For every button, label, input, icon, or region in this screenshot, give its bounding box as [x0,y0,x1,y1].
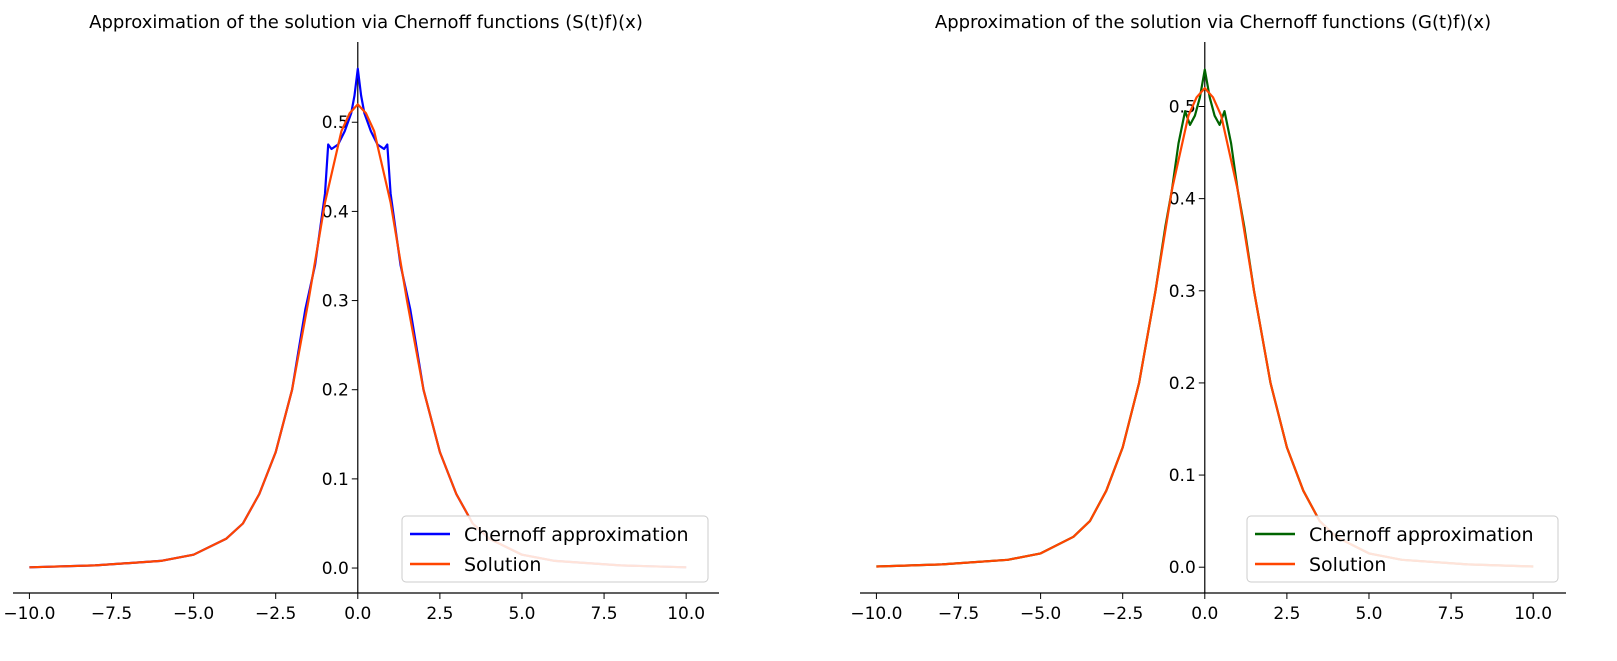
x-tick-label: 7.5 [591,604,618,624]
x-tick-label: −5.0 [1020,604,1061,624]
x-tick-label: −7.5 [938,604,979,624]
x-tick-label: 5.0 [508,604,535,624]
x-tick-label: 10.0 [1514,604,1552,624]
legend-box [401,515,709,583]
chart-title: Approximation of the solution via Cherno… [935,12,1491,33]
y-tick-label: 0.1 [322,470,349,490]
x-tick-label: −10.0 [3,604,55,624]
chart-title: Approximation of the solution via Cherno… [89,12,643,33]
x-tick-label: 7.5 [1438,604,1465,624]
legend-label: Solution [464,554,541,576]
x-tick-label: 2.5 [1273,604,1300,624]
chart-panel-s: Approximation of the solution via Cherno… [3,12,719,624]
y-tick-label: 0.2 [322,381,349,401]
chart-panel-g: Approximation of the solution via Cherno… [850,12,1566,624]
y-tick-label: 0.3 [1169,282,1196,302]
x-tick-label: 5.0 [1355,604,1382,624]
x-tick-label: 0.0 [1191,604,1218,624]
y-tick-label: 0.1 [1169,466,1196,486]
x-tick-label: −2.5 [1102,604,1143,624]
y-tick-label: 0.3 [322,292,349,312]
x-tick-label: 2.5 [426,604,453,624]
x-tick-label: 0.0 [344,604,371,624]
x-tick-label: −7.5 [91,604,132,624]
legend-label: Solution [1309,554,1386,576]
y-tick-label: 0.4 [1169,190,1196,210]
legend-label: Chernoff approximation [464,524,689,546]
y-tick-label: 0.4 [322,202,349,222]
x-tick-label: −10.0 [850,604,902,624]
y-tick-label: 0.0 [1169,558,1196,578]
legend-label: Chernoff approximation [1309,524,1534,546]
x-tick-label: 10.0 [667,604,705,624]
x-tick-label: −2.5 [255,604,296,624]
x-tick-label: −5.0 [173,604,214,624]
y-tick-label: 0.0 [322,559,349,579]
legend-box [1246,515,1559,583]
y-tick-label: 0.2 [1169,374,1196,394]
